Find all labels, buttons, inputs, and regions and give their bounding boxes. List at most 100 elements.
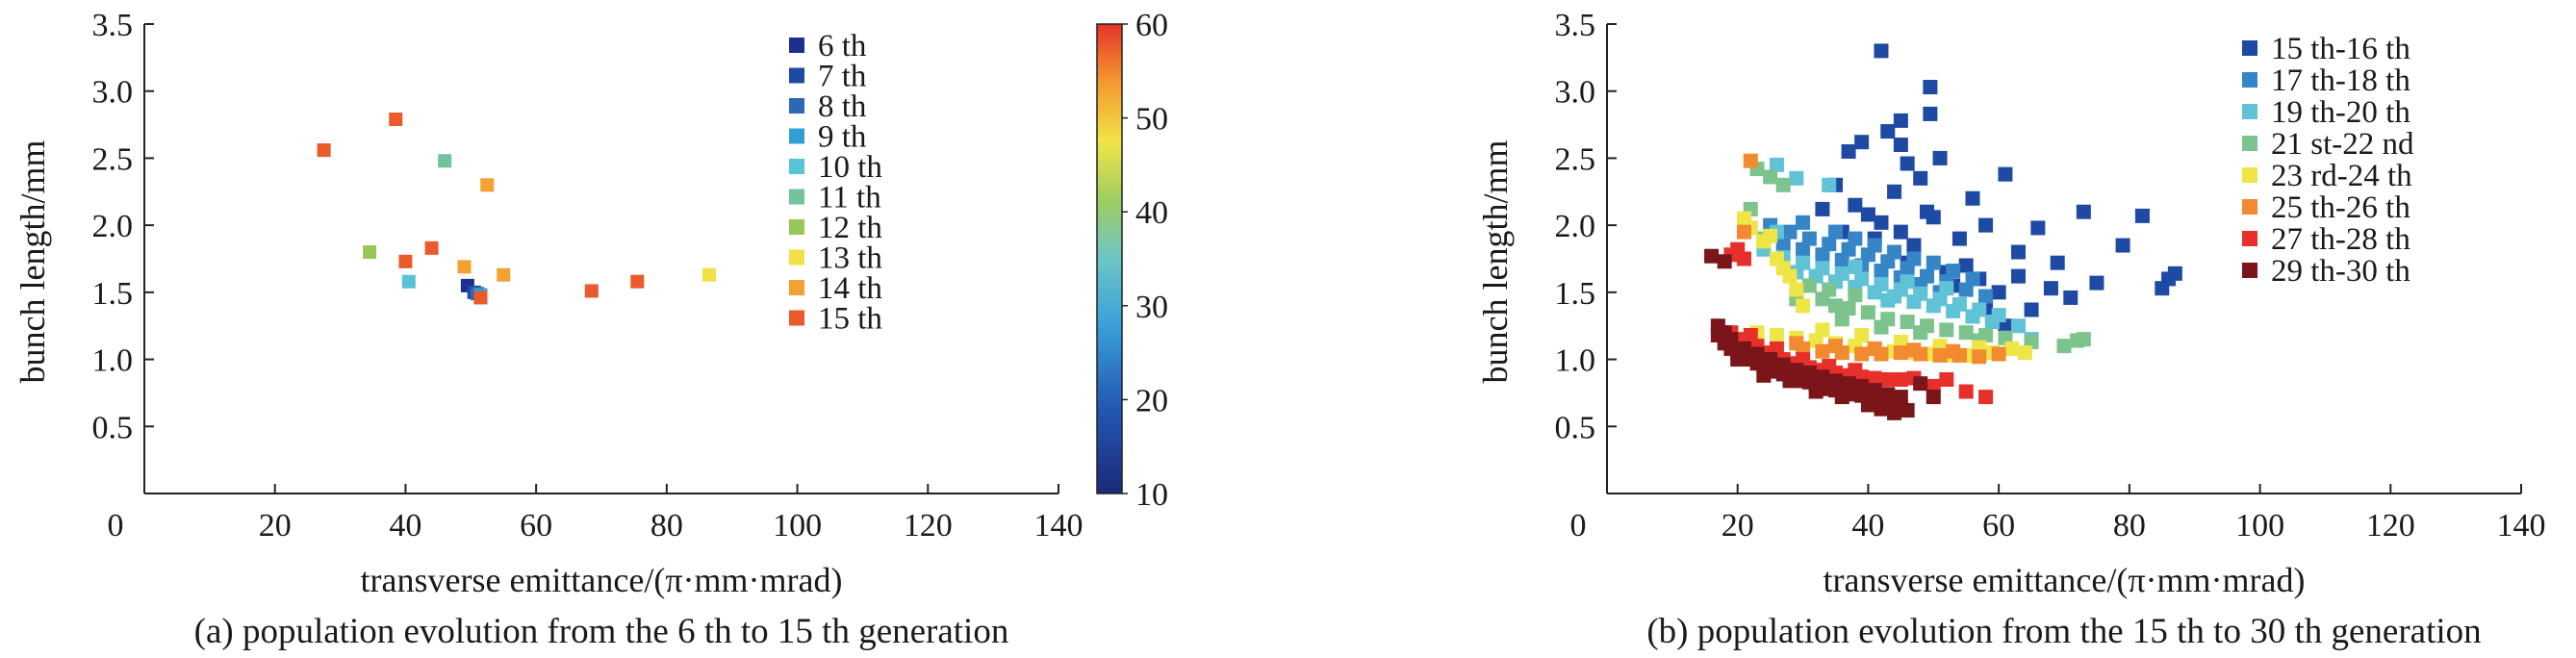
x-tick-label-b: 80 bbox=[2113, 508, 2146, 544]
data-point-b bbox=[1743, 327, 1758, 342]
colorbar-tick-label: 40 bbox=[1135, 195, 1168, 231]
data-point-b bbox=[2004, 341, 2020, 356]
data-point-b bbox=[1874, 319, 1889, 335]
data-point-b bbox=[1775, 237, 1791, 252]
data-point-b bbox=[1801, 366, 1817, 381]
data-point-a bbox=[317, 143, 331, 158]
data-point-b bbox=[2011, 268, 2026, 284]
data-point-b bbox=[2089, 275, 2104, 291]
data-point-b bbox=[1796, 298, 1811, 314]
data-point-b bbox=[1834, 390, 1849, 405]
legend-marker-a bbox=[789, 98, 804, 114]
data-point-b bbox=[1841, 376, 1856, 392]
data-point-a bbox=[424, 240, 439, 255]
legend-marker-a bbox=[789, 67, 804, 84]
data-point-b bbox=[1906, 342, 1922, 358]
data-point-b bbox=[1923, 80, 1938, 95]
data-point-b bbox=[1822, 282, 1837, 297]
data-point-b bbox=[1848, 363, 1863, 378]
data-point-a bbox=[497, 267, 511, 282]
data-point-b bbox=[1991, 346, 2006, 362]
legend-label-b: 29 th-30 th bbox=[2271, 254, 2410, 289]
data-point-b bbox=[1854, 327, 1870, 342]
data-point-b bbox=[1782, 224, 1798, 240]
x-tick-label-a: 100 bbox=[773, 508, 822, 544]
data-point-b bbox=[1749, 346, 1765, 362]
data-point-b bbox=[1782, 373, 1798, 389]
colorbar-tick-label: 20 bbox=[1135, 383, 1168, 418]
x-tick-label-b: 20 bbox=[1722, 508, 1754, 544]
data-point-a bbox=[473, 291, 488, 305]
legend-label-a: 13 th bbox=[818, 241, 882, 276]
data-point-b bbox=[1854, 346, 1870, 362]
legend-label-b: 15 th-16 th bbox=[2271, 32, 2410, 66]
data-point-b bbox=[1775, 177, 1791, 192]
legend-label-a: 7 th bbox=[818, 60, 867, 94]
data-point-a bbox=[389, 112, 403, 126]
data-point-a bbox=[457, 260, 472, 274]
x-tick-label-a: 80 bbox=[650, 508, 683, 544]
data-point-b bbox=[2134, 208, 2150, 223]
caption-a: (a) population evolution from the 6 th t… bbox=[194, 612, 1009, 651]
colorbar: 10 20 30 40 50 60 bbox=[1096, 8, 1168, 513]
data-point-b bbox=[1965, 190, 1980, 206]
data-point-b bbox=[1965, 309, 1980, 324]
x-tick-label-a: 60 bbox=[520, 508, 552, 544]
data-point-b bbox=[1880, 371, 1896, 387]
data-point-b bbox=[1946, 264, 1961, 279]
y-tick-label-b: 3.0 bbox=[1555, 75, 1596, 111]
colorbar-tick-label: 10 bbox=[1135, 477, 1168, 513]
data-point-a bbox=[480, 178, 495, 192]
y-tick-label-a: 3.5 bbox=[92, 8, 134, 43]
legend-label-b: 25 th-26 th bbox=[2271, 190, 2410, 225]
legend-marker-a bbox=[789, 159, 804, 174]
data-point-b bbox=[1730, 352, 1746, 367]
data-point-b bbox=[1834, 312, 1849, 327]
data-point-b bbox=[1867, 285, 1882, 300]
x-tick-label-b: 0 bbox=[1570, 508, 1587, 544]
y-tick-label-a: 1.5 bbox=[92, 276, 134, 312]
data-point-b bbox=[1984, 315, 2000, 330]
legend-marker-b bbox=[2242, 40, 2257, 56]
chart-b: 0 20 40 60 80 100 120 1400.51.01.52.02.53.03.5 … bbox=[1476, 8, 2546, 651]
legend-marker-b bbox=[2242, 199, 2257, 215]
x-tick-label-a: 20 bbox=[259, 508, 292, 544]
data-point-b bbox=[1991, 285, 2006, 300]
data-point-b bbox=[1946, 303, 1961, 318]
data-point-b bbox=[1978, 289, 1994, 304]
data-point-b bbox=[1756, 367, 1772, 383]
colorbar-ticks: 10 20 30 40 50 60 bbox=[1122, 8, 1168, 513]
data-point-b bbox=[1932, 150, 1948, 165]
data-point-b bbox=[1775, 357, 1791, 372]
data-point-b bbox=[1743, 153, 1758, 168]
data-point-b bbox=[1900, 403, 1915, 418]
data-point-b bbox=[1860, 397, 1875, 413]
data-point-b bbox=[1763, 352, 1778, 367]
plot-area-b: 0 20 40 60 80 100 120 140 0.5 1.0 1.5 2.0 2.5 3.0 3.5 bbox=[1555, 8, 2546, 544]
data-point-b bbox=[1828, 298, 1843, 314]
data-point-b bbox=[1763, 228, 1778, 243]
data-point-b bbox=[1854, 378, 1870, 393]
data-point-b bbox=[1893, 371, 1908, 387]
x-tick-label-b: 100 bbox=[2235, 508, 2284, 544]
data-point-b bbox=[1704, 248, 1720, 264]
data-point-a bbox=[438, 154, 452, 168]
legend-marker-a bbox=[789, 249, 804, 266]
ticks-b: 0 20 40 60 80 100 120 140 0.5 1.0 1.5 2.0 2.5 3.0 3.5 bbox=[1555, 8, 2546, 544]
data-point-b bbox=[1939, 371, 1954, 387]
y-tick-label-b: 2.5 bbox=[1555, 141, 1596, 177]
data-point-b bbox=[1789, 170, 1804, 186]
x-tick-label-b: 60 bbox=[1982, 508, 2015, 544]
points-b bbox=[1704, 43, 2182, 420]
y-tick-label-a: 2.5 bbox=[92, 141, 134, 177]
data-point-b bbox=[1867, 383, 1882, 398]
data-point-b bbox=[1763, 169, 1778, 185]
data-point-b bbox=[1822, 177, 1837, 192]
data-point-b bbox=[1867, 341, 1882, 356]
data-point-b bbox=[1978, 390, 1994, 405]
legend-label-a: 8 th bbox=[818, 89, 867, 124]
y-tick-label-a: 0.5 bbox=[92, 410, 134, 445]
data-point-b bbox=[1965, 271, 1980, 287]
colorbar-tick-label: 30 bbox=[1135, 290, 1168, 325]
